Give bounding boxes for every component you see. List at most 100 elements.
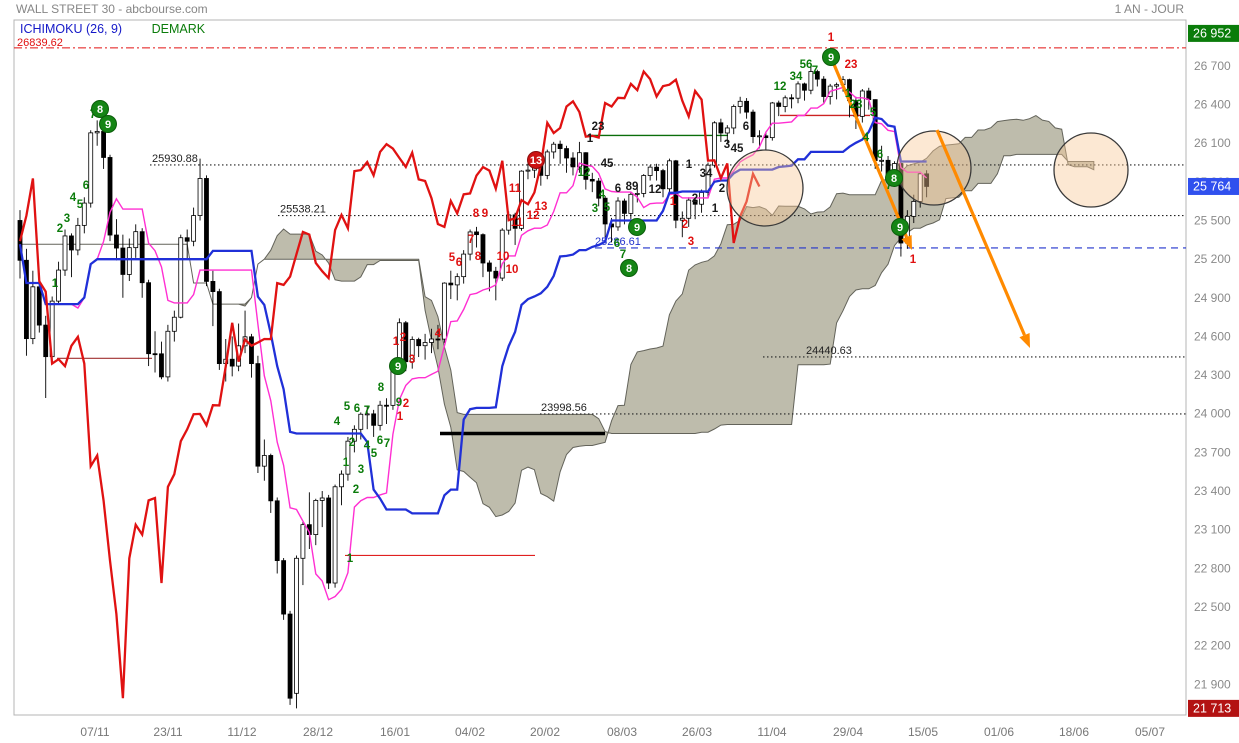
demark-signal-circle	[891, 218, 909, 236]
demark-count-digit: 56	[800, 59, 813, 71]
x-axis-date-label: 18/06	[1059, 725, 1089, 739]
demark-count-digit: 12	[774, 81, 787, 93]
candle-body	[422, 342, 428, 347]
level-label: 25538.21	[280, 204, 326, 216]
demark-count-digit: 12	[649, 184, 662, 196]
candle-body	[731, 106, 737, 129]
x-axis-date-label: 23/11	[153, 725, 182, 739]
demark-count-digit: 10	[506, 264, 519, 276]
demark-legend-label: DEMARK	[151, 22, 206, 36]
demark-count-digit: 1	[343, 457, 350, 469]
candle-body	[94, 131, 100, 134]
candle-body	[178, 237, 184, 318]
candle-body	[62, 235, 68, 271]
y-axis-tick-label: 24 000	[1194, 407, 1231, 421]
candle-body	[525, 169, 531, 172]
candle-body	[596, 180, 602, 199]
demark-count-digit: 45	[601, 158, 614, 170]
candle-body	[75, 224, 81, 251]
demark-count-digit: 3	[592, 203, 598, 215]
candle-body	[184, 237, 190, 242]
demark-count-digit: 5	[449, 252, 456, 264]
highlight-circle	[896, 130, 972, 206]
indicator-legend: ICHIMOKU (26, 9) DEMARK	[20, 22, 205, 36]
plot-border	[13, 19, 1187, 716]
candle-body	[615, 200, 621, 228]
demark-count-digit: 2	[349, 437, 355, 449]
candle-body	[165, 330, 171, 378]
candle-body	[313, 500, 319, 535]
x-axis-date-label: 08/03	[607, 725, 637, 739]
demark-count-digit: 3	[724, 139, 730, 151]
demark-count-digit: 3	[358, 464, 364, 476]
x-axis-date-label: 15/05	[908, 725, 938, 739]
candle-body	[191, 215, 197, 242]
candle-body	[416, 339, 422, 347]
demark-count-digit: 6	[877, 149, 883, 161]
candle-body	[409, 339, 415, 363]
demark-count-digit: 1	[587, 133, 594, 145]
demark-count-digit: 4	[334, 416, 341, 428]
x-axis-date-label: 05/07	[1135, 725, 1165, 739]
candle-body	[467, 231, 473, 255]
x-axis-date-label: 20/02	[530, 725, 560, 739]
demark-count-digit: 1	[397, 411, 404, 423]
demark-count-digit: 2	[57, 223, 63, 235]
demark-signal-circle	[628, 218, 646, 236]
candle-body	[36, 286, 42, 326]
candle-body	[570, 157, 576, 168]
candle-body	[667, 160, 672, 190]
candle-body	[114, 234, 119, 249]
demark-signal-circle	[885, 169, 903, 187]
candle-body	[171, 316, 177, 332]
price-badge	[1188, 177, 1239, 195]
candle-body	[429, 338, 434, 343]
demark-count-digit: 34	[790, 71, 803, 83]
candle-body	[834, 84, 840, 87]
candle-body	[56, 269, 61, 302]
demark-signal-circle	[99, 115, 117, 133]
demark-count-digit: 1	[347, 553, 354, 565]
kijun-sen-line	[18, 116, 927, 515]
demark-count-digit: 1	[828, 32, 835, 44]
demark-count-digit: 5	[371, 448, 378, 460]
chikou-span-line	[18, 69, 761, 699]
candle-body	[339, 473, 344, 488]
candle-body	[88, 132, 94, 204]
kumo-cloud	[20, 115, 1095, 518]
candle-body	[384, 404, 389, 407]
candle-body	[255, 363, 261, 467]
candle-body	[634, 193, 640, 195]
y-axis-tick-label: 21 900	[1194, 677, 1231, 691]
candle-body	[268, 455, 274, 502]
arrow-head-icon	[1019, 333, 1030, 348]
demark-count-digit: 4	[435, 328, 442, 340]
candle-body	[261, 455, 267, 467]
candle-body	[197, 178, 203, 216]
candle-body	[718, 122, 724, 134]
demark-count-digit: 7	[620, 249, 626, 261]
candle-body	[808, 71, 814, 91]
timeframe-label: 1 AN - JOUR	[1114, 2, 1184, 16]
demark-signal-number: 9	[828, 52, 834, 64]
demark-count-digit: 12	[578, 167, 591, 179]
y-axis-tick-label: 25 200	[1194, 252, 1231, 266]
demark-count-digit: 6	[615, 183, 621, 195]
demark-count-digit: 12	[527, 210, 540, 222]
candle-body	[358, 413, 364, 430]
candle-body	[898, 163, 904, 244]
candle-body	[544, 151, 550, 176]
candle-body	[744, 100, 749, 113]
demark-signal-number: 9	[105, 119, 111, 131]
demark-count-digit: 7	[468, 234, 474, 246]
level-label: 24440.63	[806, 345, 852, 357]
demark-count-digit: 8	[378, 382, 385, 394]
demark-count-digit: 4	[599, 189, 606, 201]
demark-count-digit: 89	[626, 181, 639, 193]
candle-body	[782, 97, 788, 107]
y-axis-tick-label: 23 700	[1194, 445, 1231, 459]
candle-body	[673, 160, 679, 221]
